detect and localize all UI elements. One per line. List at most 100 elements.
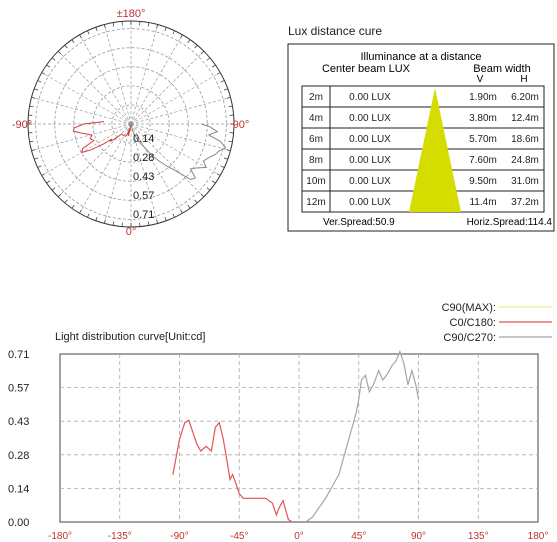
chart-title: Light distribution curve[Unit:cd] [55,331,205,343]
polar-tick [156,24,158,29]
series-line [172,419,293,523]
polar-spoke [31,97,132,125]
polar-tick [187,39,191,44]
polar-tick [41,72,46,75]
lux-value: 0.00 LUX [349,155,391,166]
polar-tick [31,97,36,99]
series-line [305,349,420,523]
legend: C90(MAX): C0/C180: C90/C270: [442,302,552,344]
polar-tick [57,193,62,198]
polar-tick [31,149,36,151]
beam-cone [409,88,461,212]
polar-spoke [79,123,132,214]
lux-value: 0.00 LUX [349,176,391,187]
polar-bottom-label: 0° [126,226,137,238]
lux-beam-h: 18.6m [511,134,539,145]
polar-tick [104,24,106,29]
lux-beam-label: Beam width [473,63,530,75]
lux-value: 0.00 LUX [349,113,391,124]
polar-ring-label: 0.28 [133,152,154,164]
polar-curve-c0-c180 [72,121,132,154]
polar-tick [57,50,62,55]
lux-value: 0.00 LUX [349,197,391,208]
lux-beam-v: 11.4m [469,197,496,208]
horiz-spread: Horiz.Spread:114.4 [467,217,553,228]
lux-row: 6m 0.00 LUX 5.70m 18.6m [309,134,539,145]
x-tick-label: 0° [294,531,304,542]
lux-row: 10m 0.00 LUX 9.50m 31.0m [306,176,539,187]
lux-distance: 6m [309,134,323,145]
polar-spoke [130,123,158,224]
x-tick-label: 45° [351,531,366,542]
polar-left-label: -90° [12,119,32,131]
lux-beam-h: 6.20m [511,92,539,103]
polar-tick [220,80,225,83]
polar-tick [104,219,106,224]
polar-tick [41,173,46,176]
x-tick-label: -135° [108,531,132,542]
polar-tick [51,57,56,61]
polar-tick [87,30,90,35]
light-distribution-chart: Light distribution curve[Unit:cd] 0.00 0.… [8,331,548,542]
polar-tick [34,157,39,160]
polar-tick [71,39,75,44]
polar-tick [37,165,42,168]
polar-tick [79,209,82,214]
polar-plot: ±180° -90° 90° 0° 0.14 0.28 0.43 0.57 0.71 [12,8,249,238]
polar-tick [226,149,231,151]
polar-curve-c90-c270 [130,123,227,181]
polar-tick [187,204,191,209]
polar-tick [226,97,231,99]
y-tick-label: 0.00 [8,517,29,529]
y-tick-label: 0.71 [8,349,29,361]
polar-spoke [130,24,158,125]
polar-tick [194,44,198,49]
polar-tick [87,213,90,218]
polar-tick [220,165,225,168]
lux-row: 2m 0.00 LUX 1.90m 6.20m [309,92,539,103]
lux-beam-v: 7.60m [469,155,497,166]
polar-tick [180,209,183,214]
polar-tick [228,140,233,143]
lux-v-label: V [477,74,484,85]
x-tick-label: 90° [411,531,426,542]
polar-spoke [57,50,132,125]
lux-beam-h: 31.0m [511,176,539,187]
ver-spread: Ver.Spread:50.9 [323,217,395,228]
polar-spoke [130,34,183,125]
lux-beam-h: 37.2m [511,197,539,208]
polar-tick [64,199,68,204]
polar-tick [206,187,211,191]
polar-tick [223,157,228,160]
y-tick-label: 0.14 [8,483,29,495]
lux-row: 12m 0.00 LUX 11.4m 37.2m [306,197,539,208]
polar-tick [29,140,34,143]
lux-beam-v: 1.90m [469,92,497,103]
polar-tick [180,34,183,39]
polar-tick [147,221,150,226]
polar-ring-label: 0.14 [133,133,154,145]
lux-beam-v: 3.80m [469,113,497,124]
lux-beam-h: 12.4m [511,113,539,124]
polar-tick [95,27,98,32]
polar-spoke [104,123,132,224]
x-tick-label: -90° [170,531,188,542]
polar-tick [112,221,115,226]
polar-tick [51,187,56,191]
polar-spoke [130,123,221,176]
polar-tick [172,213,175,218]
polar-spoke [130,123,183,214]
polar-tick [95,216,98,221]
polar-tick [37,80,42,83]
polar-tick [29,105,34,108]
x-tick-label: 135° [468,531,489,542]
polar-tick [228,105,233,108]
polar-tick [206,57,211,61]
lux-beam-v: 5.70m [469,134,497,145]
lux-title: Lux distance cure [288,24,382,38]
polar-tick [46,180,51,184]
x-tick-label: -45° [230,531,248,542]
polar-tick [172,30,175,35]
polar-tick [156,219,158,224]
lux-h-label: H [520,74,527,85]
